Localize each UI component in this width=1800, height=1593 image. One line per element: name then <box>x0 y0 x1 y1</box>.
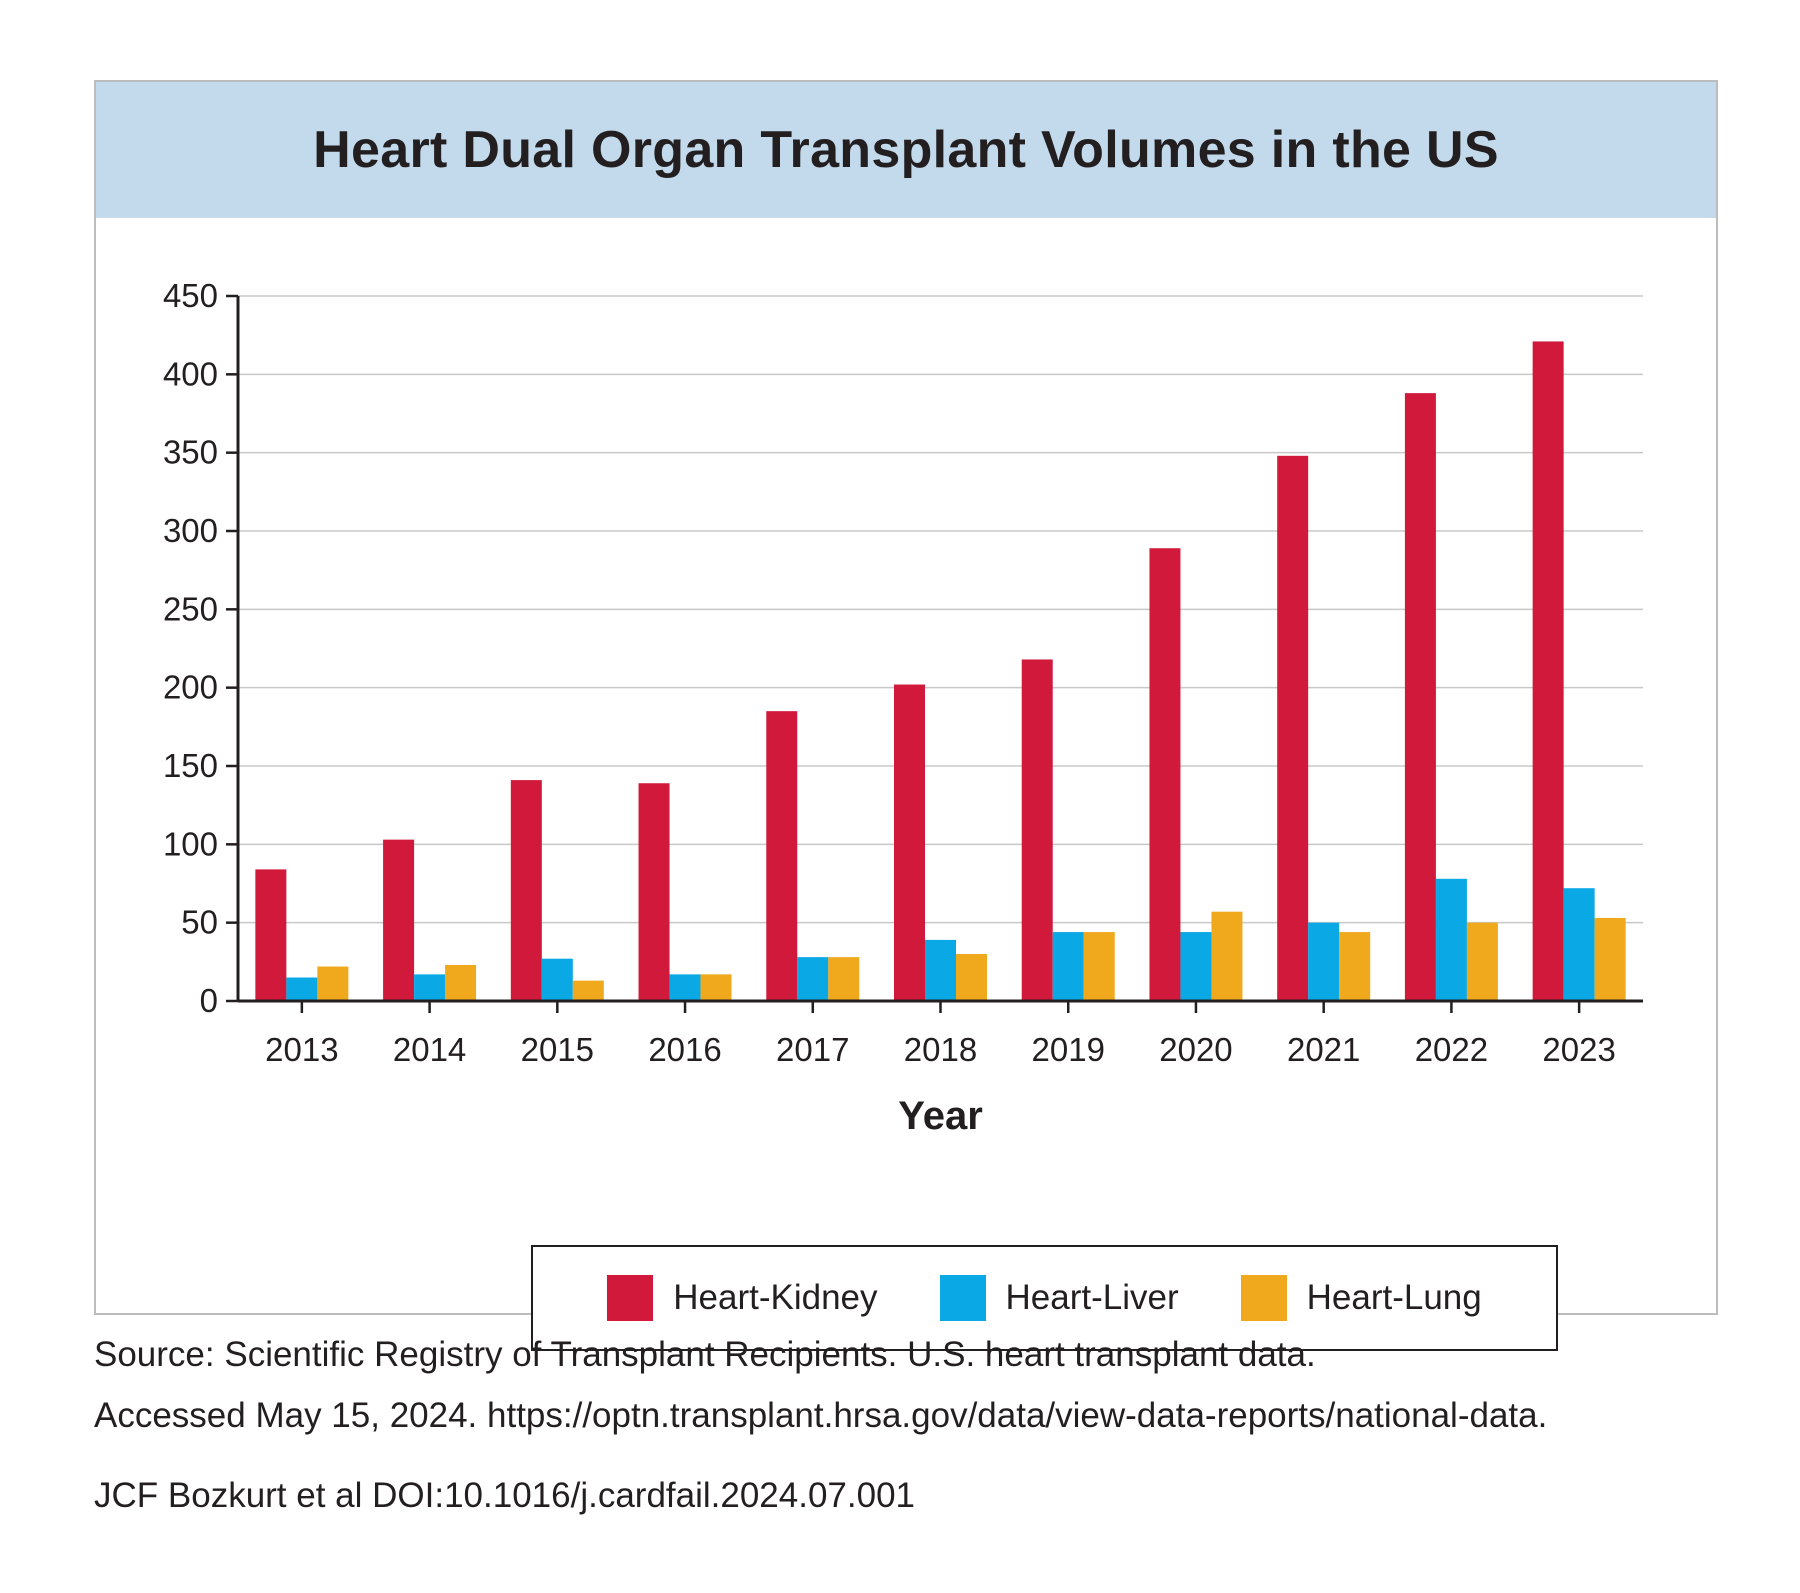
legend-item: Heart-Kidney <box>607 1275 878 1321</box>
legend-swatch <box>939 1275 986 1321</box>
x-tick-label: 2022 <box>1415 1031 1488 1068</box>
bar-heart-kidney <box>383 839 415 1001</box>
bar-heart-kidney <box>1021 659 1053 1001</box>
bar-heart-kidney <box>894 684 925 1001</box>
y-tick-label: 450 <box>163 277 218 314</box>
bar-heart-liver <box>286 977 318 1001</box>
source-line-2: Accessed May 15, 2024. https://optn.tran… <box>94 1396 1548 1435</box>
bar-heart-liver <box>1180 932 1212 1001</box>
y-tick-label: 150 <box>163 747 218 784</box>
y-tick-label: 250 <box>163 590 218 627</box>
legend: Heart-Kidney Heart-Liver Heart-Lung <box>531 1245 1558 1351</box>
x-tick-label: 2019 <box>1032 1031 1105 1068</box>
bar-heart-lung <box>828 957 860 1001</box>
x-tick-label: 2014 <box>393 1031 466 1068</box>
y-tick-label: 100 <box>163 825 218 862</box>
legend-label: Heart-Liver <box>1005 1278 1179 1317</box>
x-tick-label: 2023 <box>1542 1031 1615 1068</box>
legend-swatch <box>1240 1275 1287 1321</box>
bar-heart-kidney <box>510 780 542 1001</box>
bar-heart-lung <box>1594 917 1626 1001</box>
bar-heart-kidney <box>638 783 670 1001</box>
title-banner: Heart Dual Organ Transplant Volumes in t… <box>96 82 1716 218</box>
bar-heart-liver <box>1052 932 1084 1001</box>
bar-heart-liver <box>1563 888 1595 1001</box>
x-tick-label: 2013 <box>265 1031 338 1068</box>
y-tick-label: 0 <box>200 982 218 1019</box>
bar-heart-kidney <box>766 711 798 1001</box>
legend-swatch <box>607 1275 654 1321</box>
y-tick-label: 300 <box>163 512 218 549</box>
y-tick-label: 400 <box>163 355 218 392</box>
x-tick-label: 2016 <box>648 1031 721 1068</box>
chart-title: Heart Dual Organ Transplant Volumes in t… <box>313 121 1499 179</box>
bar-heart-lung <box>1211 911 1243 1001</box>
y-tick-label: 350 <box>163 434 218 471</box>
x-tick-label: 2020 <box>1159 1031 1232 1068</box>
figure-frame: Heart Dual Organ Transplant Volumes in t… <box>94 80 1718 1351</box>
bar-heart-lung <box>700 974 732 1001</box>
bar-heart-kidney <box>255 869 287 1001</box>
bar-heart-kidney <box>1149 548 1181 1001</box>
bar-heart-lung <box>572 980 604 1001</box>
bar-heart-liver <box>925 939 956 1001</box>
bar-heart-liver <box>541 958 573 1001</box>
x-tick-label: 2015 <box>521 1031 594 1068</box>
y-tick-label: 200 <box>163 669 218 706</box>
bar-heart-liver <box>1435 878 1467 1001</box>
bar-heart-liver <box>1308 922 1340 1001</box>
bar-heart-lung <box>1083 932 1115 1001</box>
bar-heart-lung <box>1466 922 1498 1001</box>
x-tick-label: 2018 <box>904 1031 977 1068</box>
bar-heart-kidney <box>1404 393 1436 1002</box>
legend-item: Heart-Liver <box>939 1275 1179 1321</box>
bar-heart-liver <box>669 974 701 1001</box>
citation-line: JCF Bozkurt et al DOI:10.1016/j.cardfail… <box>94 1476 916 1515</box>
bar-heart-lung <box>317 966 349 1001</box>
legend-label: Heart-Kidney <box>673 1278 878 1317</box>
x-axis-title: Year <box>898 1094 983 1138</box>
bar-heart-kidney <box>1277 455 1309 1001</box>
bar-heart-lung <box>1339 932 1371 1001</box>
bar-heart-liver <box>414 974 446 1001</box>
bar-heart-kidney <box>1532 341 1564 1001</box>
legend-label: Heart-Lung <box>1306 1278 1482 1317</box>
x-tick-label: 2017 <box>776 1031 849 1068</box>
x-tick-label: 2021 <box>1287 1031 1360 1068</box>
y-tick-label: 50 <box>181 904 218 941</box>
bar-heart-liver <box>797 957 829 1001</box>
bar-heart-lung <box>956 954 987 1001</box>
legend-item: Heart-Lung <box>1240 1275 1482 1321</box>
bar-heart-lung <box>445 964 477 1001</box>
source-line-1: Source: Scientific Registry of Transplan… <box>94 1335 1316 1374</box>
